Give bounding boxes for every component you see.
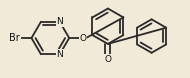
Text: Br: Br	[9, 33, 20, 43]
Text: N: N	[56, 17, 63, 26]
Text: O: O	[80, 34, 87, 43]
Text: O: O	[104, 55, 111, 64]
Text: N: N	[56, 50, 63, 59]
